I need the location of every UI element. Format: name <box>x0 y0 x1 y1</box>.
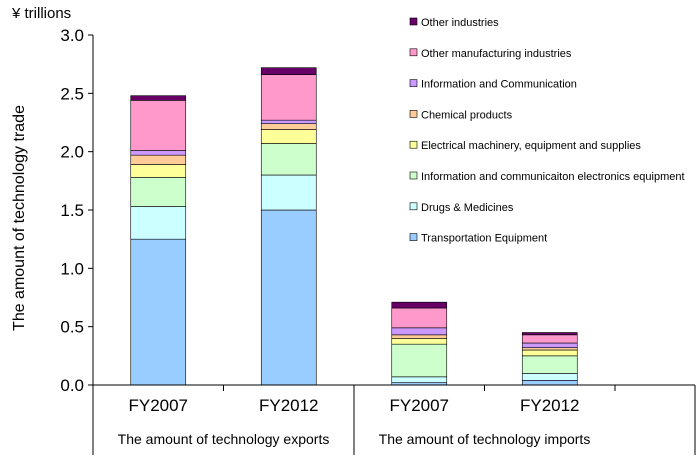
bar-segment <box>260 129 317 144</box>
bar-segment <box>130 164 187 178</box>
bar-segment <box>521 355 578 374</box>
legend-label: Information and communicaiton electronic… <box>421 171 685 183</box>
bar-segment <box>521 373 578 381</box>
legend-label: Drugs & Medicines <box>421 202 514 214</box>
legend-label: Other industries <box>421 17 499 29</box>
bar-segment <box>391 338 448 345</box>
legend-swatch <box>409 233 418 241</box>
legend-swatch <box>409 171 418 180</box>
y-tick-label: 0.0 <box>60 376 84 395</box>
bar-segment <box>521 349 578 357</box>
bar-segment <box>521 342 578 348</box>
bar-segment <box>130 177 187 207</box>
bar-segment <box>260 119 317 124</box>
x-category-label: FY2012 <box>520 396 580 415</box>
legend-label: Transportation Equipment <box>421 233 547 245</box>
bar-segment <box>521 334 578 344</box>
bar-segment <box>260 67 317 75</box>
bar-segment <box>521 332 578 336</box>
legend-label: Electrical machinery, equipment and supp… <box>421 140 641 152</box>
bar-segment <box>391 334 448 339</box>
bar-segment <box>391 327 448 336</box>
legend-label: Information and Communication <box>421 79 577 91</box>
unit-label: ¥ trillions <box>11 5 71 22</box>
legend-swatch <box>409 202 418 211</box>
bar-segment <box>391 307 448 329</box>
y-tick-label: 1.0 <box>60 259 84 278</box>
legend-swatch <box>409 110 418 118</box>
group-label: The amount of technology exports <box>118 431 330 447</box>
legend-label: Other manufacturing industries <box>421 48 572 60</box>
bar-segment <box>521 347 578 351</box>
bar-segment <box>391 343 448 378</box>
bar-segment <box>260 74 317 121</box>
bar-segment <box>130 100 187 151</box>
y-tick-label: 2.0 <box>60 143 84 162</box>
bar-segment <box>130 95 187 101</box>
legend-swatch <box>409 79 418 87</box>
y-tick-label: 0.5 <box>60 318 84 337</box>
legend-swatch <box>409 48 418 57</box>
bar-segment <box>130 150 187 156</box>
y-tick-label: 1.5 <box>60 201 84 220</box>
x-category-label: FY2007 <box>128 396 188 415</box>
y-axis-label: The amount of technology trade <box>11 105 28 331</box>
bar-segment <box>260 174 317 211</box>
x-category-label: FY2012 <box>259 396 319 415</box>
bar-segment <box>391 301 448 309</box>
bar-segment <box>391 376 448 383</box>
legend-label: Chemical products <box>421 109 513 121</box>
group-label: The amount of technology imports <box>379 431 591 447</box>
y-tick-label: 3.0 <box>60 26 84 45</box>
bar-segment <box>521 380 578 386</box>
bar-segment <box>130 154 187 165</box>
legend-swatch <box>409 140 418 149</box>
legend-swatch <box>409 17 418 26</box>
bar-segment <box>130 238 187 386</box>
bar-segment <box>130 206 187 240</box>
bar-segment <box>260 143 317 176</box>
x-category-label: FY2007 <box>389 396 449 415</box>
bar-segment <box>260 209 317 386</box>
bar-segment <box>260 123 317 130</box>
y-tick-label: 2.5 <box>60 84 84 103</box>
